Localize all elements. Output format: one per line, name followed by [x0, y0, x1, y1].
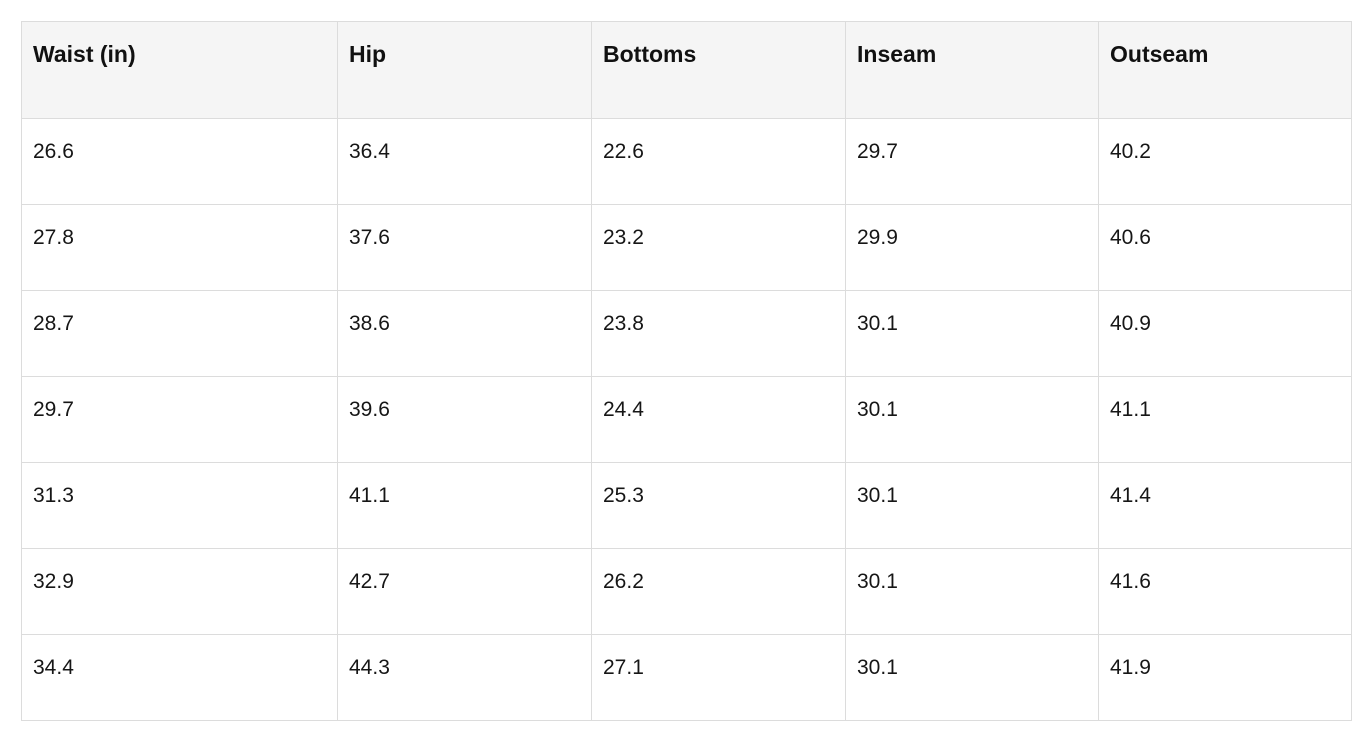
cell-hip: 37.6: [337, 204, 592, 291]
cell-bottoms: 23.2: [591, 204, 846, 291]
cell-waist: 31.3: [21, 462, 338, 549]
table-row: 29.7 39.6 24.4 30.1 41.1: [21, 376, 1352, 463]
cell-outseam: 40.9: [1098, 290, 1352, 377]
size-chart-table: Waist (in) Hip Bottoms Inseam Outseam 26…: [21, 21, 1352, 721]
cell-waist: 34.4: [21, 634, 338, 721]
cell-hip: 44.3: [337, 634, 592, 721]
cell-outseam: 41.9: [1098, 634, 1352, 721]
table-row: 31.3 41.1 25.3 30.1 41.4: [21, 462, 1352, 549]
cell-outseam: 41.6: [1098, 548, 1352, 635]
cell-inseam: 30.1: [845, 634, 1099, 721]
cell-bottoms: 23.8: [591, 290, 846, 377]
cell-bottoms: 26.2: [591, 548, 846, 635]
cell-outseam: 40.2: [1098, 118, 1352, 205]
cell-hip: 38.6: [337, 290, 592, 377]
cell-bottoms: 25.3: [591, 462, 846, 549]
cell-hip: 42.7: [337, 548, 592, 635]
cell-inseam: 30.1: [845, 548, 1099, 635]
table-row: 26.6 36.4 22.6 29.7 40.2: [21, 118, 1352, 205]
cell-hip: 36.4: [337, 118, 592, 205]
cell-outseam: 41.4: [1098, 462, 1352, 549]
table-row: 32.9 42.7 26.2 30.1 41.6: [21, 548, 1352, 635]
header-row: Waist (in) Hip Bottoms Inseam Outseam: [21, 21, 1352, 119]
cell-bottoms: 27.1: [591, 634, 846, 721]
column-header-hip: Hip: [337, 21, 592, 119]
cell-inseam: 30.1: [845, 290, 1099, 377]
cell-bottoms: 22.6: [591, 118, 846, 205]
table-row: 27.8 37.6 23.2 29.9 40.6: [21, 204, 1352, 291]
cell-waist: 29.7: [21, 376, 338, 463]
cell-hip: 41.1: [337, 462, 592, 549]
column-header-bottoms: Bottoms: [591, 21, 846, 119]
column-header-waist: Waist (in): [21, 21, 338, 119]
cell-hip: 39.6: [337, 376, 592, 463]
cell-waist: 26.6: [21, 118, 338, 205]
size-chart-container: Waist (in) Hip Bottoms Inseam Outseam 26…: [21, 21, 1352, 721]
column-header-outseam: Outseam: [1098, 21, 1352, 119]
cell-inseam: 30.1: [845, 462, 1099, 549]
table-body: 26.6 36.4 22.6 29.7 40.2 27.8 37.6 23.2 …: [21, 118, 1352, 721]
cell-inseam: 29.7: [845, 118, 1099, 205]
table-row: 34.4 44.3 27.1 30.1 41.9: [21, 634, 1352, 721]
cell-outseam: 41.1: [1098, 376, 1352, 463]
table-header: Waist (in) Hip Bottoms Inseam Outseam: [21, 21, 1352, 119]
table-row: 28.7 38.6 23.8 30.1 40.9: [21, 290, 1352, 377]
column-header-inseam: Inseam: [845, 21, 1099, 119]
cell-waist: 32.9: [21, 548, 338, 635]
cell-inseam: 29.9: [845, 204, 1099, 291]
cell-waist: 28.7: [21, 290, 338, 377]
cell-outseam: 40.6: [1098, 204, 1352, 291]
cell-waist: 27.8: [21, 204, 338, 291]
cell-inseam: 30.1: [845, 376, 1099, 463]
cell-bottoms: 24.4: [591, 376, 846, 463]
